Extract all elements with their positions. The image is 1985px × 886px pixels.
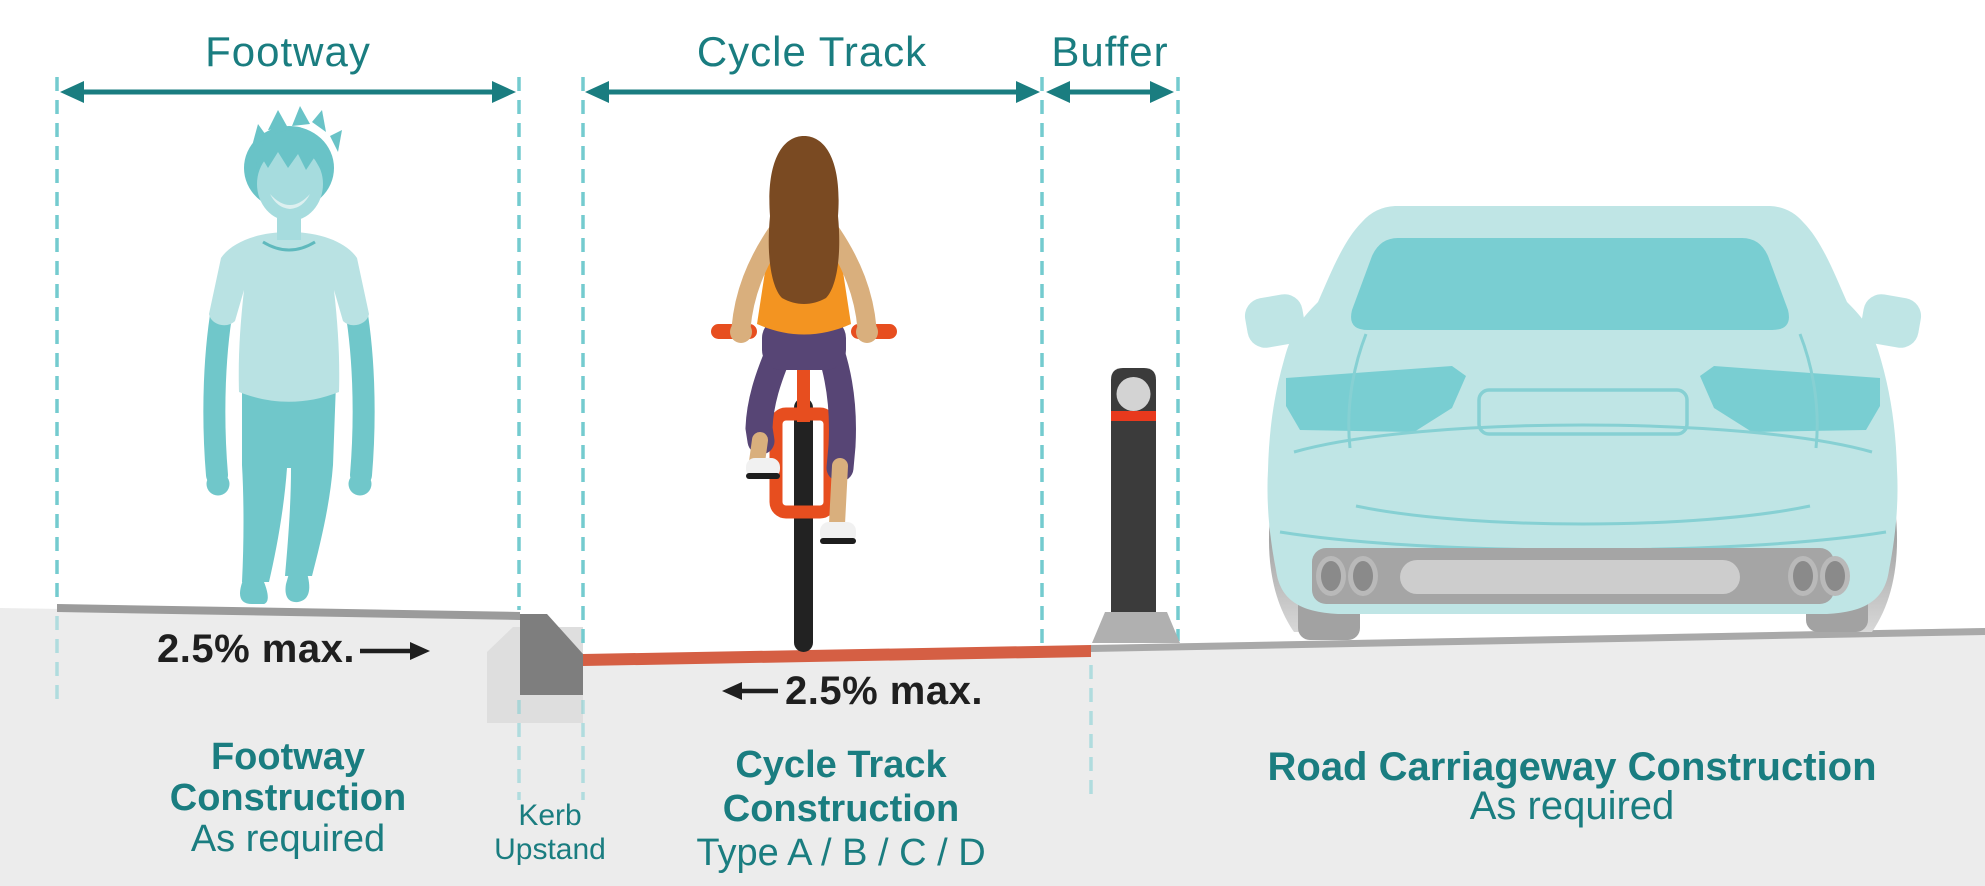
bicycle-wheel: [794, 398, 813, 652]
cyclist-hair: [768, 136, 840, 304]
cycle-crossfall-label: 2.5% max.: [785, 669, 983, 713]
cyclist-figure: [711, 136, 897, 652]
bollard-red-band: [1111, 411, 1156, 421]
pedestrian-trousers: [242, 383, 336, 582]
kerb: [520, 614, 583, 695]
car-boot-line: [1355, 504, 1811, 526]
footway-dimension-label: Footway: [205, 28, 371, 75]
bollard-base: [1092, 612, 1180, 643]
pedestrian-hair-spike: [312, 110, 326, 132]
car-diffuser-insert: [1400, 560, 1740, 594]
cyclist-left-hand: [730, 321, 752, 343]
pedestrian-smile: [270, 194, 310, 209]
pedestrian-hair-spike: [330, 130, 342, 152]
cyclist-right-shoe: [820, 522, 856, 543]
pedestrian-hair-spike: [252, 124, 268, 146]
road-construction-title: Road Carriageway Construction: [1267, 745, 1877, 789]
footway-construction-line1: Footway: [210, 736, 366, 778]
car-left-crease: [1347, 333, 1368, 449]
pedestrian-front-foot: [285, 570, 310, 603]
cycle-track-construction-label: Cycle Track Construction Type A / B / C …: [696, 743, 985, 875]
cycle-construction-note: Type A / B / C / D: [696, 832, 986, 874]
pedestrian-hair-spike: [268, 110, 288, 130]
footway-construction-label: Footway Construction As required: [170, 737, 406, 860]
car-exhaust-tips: [1316, 556, 1850, 596]
car-license-plate: [1477, 388, 1689, 436]
car-swage-line: [1293, 423, 1873, 454]
car-right-crease: [1798, 333, 1819, 449]
footway-construction-line2: Construction: [169, 777, 407, 819]
kerb-upstand-label: Kerb Upstand: [494, 799, 606, 867]
car-left-mirror: [1244, 294, 1306, 348]
ground-cross-section: [0, 604, 1985, 886]
cyclist-left-sole: [746, 473, 780, 479]
car-rear-view: [1244, 206, 1922, 640]
car-right-taillight: [1700, 366, 1880, 432]
cycle-crossfall-arrow: [722, 682, 778, 700]
road-construction-note: As required: [1469, 784, 1675, 828]
bollard-body: [1111, 368, 1156, 612]
cycle-track-dimension-arrow: [585, 81, 1040, 103]
pedestrian-hair-spike: [292, 106, 310, 126]
footway-crossfall-arrow: [360, 642, 430, 660]
pedestrian-left-hand: [206, 472, 230, 496]
pedestrian-figure: [203, 106, 375, 604]
pedestrian-right-hand: [348, 472, 372, 496]
pedestrian-shirt: [209, 232, 369, 402]
footway-surface-edge: [57, 604, 520, 620]
buffer-dimension-label: Buffer: [1051, 28, 1169, 75]
cyclist-right-calf: [829, 458, 848, 532]
cycle-construction-line1: Cycle Track: [735, 744, 947, 786]
cycle-track-dimension-label: Cycle Track: [696, 28, 928, 75]
kerb-upstand-line1: Kerb: [518, 799, 582, 832]
pedestrian-back-foot: [240, 580, 268, 604]
pedestrian-hair-fringe: [256, 130, 323, 176]
pedestrian-neckline: [262, 240, 316, 252]
bollard: [1092, 368, 1180, 643]
road-surface-edge: [1091, 628, 1985, 652]
cyclist-right-sole: [820, 538, 856, 544]
footway-crossfall-label: 2.5% max.: [157, 627, 355, 671]
road-construction-label: Road Carriageway Construction As require…: [1267, 745, 1877, 828]
cycle-track-surface: [583, 645, 1091, 666]
cyclist-right-thigh: [817, 338, 856, 482]
boundary-dashed-lines: [55, 77, 1180, 800]
cycle-construction-line2: Construction: [722, 788, 960, 830]
cyclist-right-hand: [856, 321, 878, 343]
car-right-mirror: [1860, 294, 1922, 348]
footway-dimension-arrow: [60, 81, 516, 103]
footway-construction-note: As required: [190, 818, 386, 860]
car-left-taillight: [1286, 366, 1466, 432]
bollard-reflector-disc: [1116, 377, 1151, 411]
car-rear-window: [1351, 238, 1789, 330]
buffer-dimension-arrow: [1046, 81, 1174, 103]
kerb-upstand-line2: Upstand: [494, 833, 606, 866]
